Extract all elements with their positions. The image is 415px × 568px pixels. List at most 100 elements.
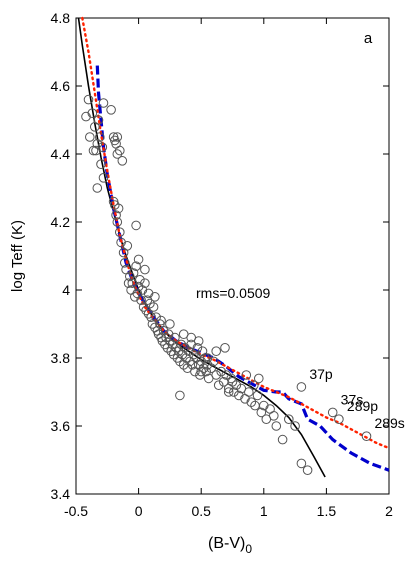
data-point-142 <box>156 315 166 326</box>
data-point-128 <box>140 264 150 275</box>
data-point-37 <box>130 292 140 302</box>
data-point-14 <box>106 105 116 115</box>
data-point-141 <box>165 319 175 329</box>
data-point-135 <box>227 377 238 387</box>
data-point-115 <box>256 407 267 418</box>
y-tick-label-1: 3.6 <box>51 418 71 434</box>
data-point-12 <box>97 142 108 152</box>
data-point-18 <box>112 132 123 142</box>
data-point-119 <box>269 411 279 421</box>
data-point-99 <box>211 370 221 380</box>
data-point-26 <box>115 227 125 237</box>
data-point-133 <box>220 343 230 353</box>
x-tick-label-2: 0.5 <box>191 503 211 519</box>
data-point-32 <box>123 278 134 289</box>
data-point-60 <box>158 326 169 336</box>
y-axis: 3.4 3.6 3.8 4 4.2 4.4 4.6 4.8 <box>51 10 389 502</box>
data-point-122 <box>284 414 294 425</box>
y-tick-label-7: 4.8 <box>51 10 71 26</box>
y-tick-label-2: 3.8 <box>51 350 71 366</box>
labeled-point-37p <box>296 382 307 392</box>
data-point-64 <box>163 329 174 340</box>
data-point-52 <box>148 302 159 312</box>
point-label-37p: 37p <box>309 366 333 382</box>
data-point-129 <box>175 390 185 401</box>
x-tick-label-3: 1 <box>260 503 268 519</box>
data-point-6 <box>91 145 101 156</box>
y-tick-label-3: 4 <box>62 282 70 298</box>
data-point-49 <box>145 298 155 309</box>
data-point-50 <box>146 312 156 323</box>
fit-lines <box>77 16 391 478</box>
data-point-11 <box>96 159 106 169</box>
data-point-74 <box>176 339 186 350</box>
plot-frame <box>75 17 390 495</box>
data-point-29 <box>120 258 130 268</box>
x-tick-label-5: 2 <box>385 503 393 519</box>
data-point-42 <box>136 295 146 306</box>
data-point-126 <box>131 220 141 231</box>
data-point-93 <box>200 353 210 363</box>
y-tick-label-0: 3.4 <box>51 486 71 502</box>
data-point-114 <box>252 390 263 401</box>
data-point-59 <box>157 336 168 346</box>
point-label-289p: 289p <box>347 398 378 414</box>
data-point-20 <box>117 156 128 166</box>
data-point-27 <box>116 237 126 248</box>
data-point-137 <box>249 380 259 391</box>
data-point-100 <box>213 380 224 391</box>
data-point-116 <box>259 400 269 411</box>
x-tick-label-1: 0 <box>135 503 143 519</box>
point-label-289s: 289s <box>374 415 404 431</box>
data-point-140 <box>98 98 109 108</box>
data-point-138 <box>253 373 264 384</box>
data-point-139 <box>112 149 123 159</box>
data-point-132 <box>211 346 221 357</box>
data-point-10 <box>95 132 105 142</box>
labeled-point-289s <box>361 431 372 442</box>
data-point-113 <box>250 400 260 411</box>
y-axis-label: log Teff (K) <box>9 220 26 292</box>
data-point-41 <box>135 275 145 285</box>
data-point-45 <box>140 278 150 289</box>
data-point-0 <box>81 111 91 122</box>
data-point-87 <box>192 343 203 353</box>
data-point-103 <box>221 370 231 380</box>
data-point-72 <box>173 346 184 357</box>
data-point-61 <box>160 339 170 350</box>
data-point-66 <box>166 346 176 357</box>
data-point-24 <box>112 217 123 227</box>
data-point-65 <box>165 336 175 346</box>
data-point-124 <box>296 458 307 469</box>
data-point-31 <box>122 241 133 251</box>
point-label-37s: 37s <box>341 391 364 407</box>
data-point-125 <box>302 465 313 476</box>
data-point-130 <box>196 366 206 377</box>
fit-line-dotted <box>81 16 391 450</box>
data-point-8 <box>92 139 103 149</box>
labeled-point-289p <box>334 414 344 425</box>
data-point-25 <box>113 203 124 214</box>
data-point-108 <box>234 390 244 401</box>
y-tick-label-5: 4.4 <box>51 146 71 162</box>
x-tick-label-0: -0.5 <box>64 503 88 519</box>
data-point-94 <box>201 366 211 377</box>
data-point-127 <box>133 254 144 265</box>
scatter-points <box>81 94 313 476</box>
data-point-13 <box>98 173 109 183</box>
data-point-144 <box>143 288 154 299</box>
data-point-91 <box>197 346 208 357</box>
data-point-2 <box>85 132 95 142</box>
data-point-3 <box>87 108 98 118</box>
data-point-7 <box>92 183 103 193</box>
data-point-38 <box>131 261 141 272</box>
labeled-point-37s <box>327 407 338 418</box>
data-point-36 <box>128 268 139 278</box>
data-point-97 <box>206 363 216 374</box>
x-axis: -0.5 0 0.5 1 1.5 2 <box>64 18 393 519</box>
data-point-9 <box>93 115 104 125</box>
data-point-147 <box>193 336 204 346</box>
data-point-1 <box>83 94 94 105</box>
x-axis-label: (B-V)0 <box>208 535 252 556</box>
